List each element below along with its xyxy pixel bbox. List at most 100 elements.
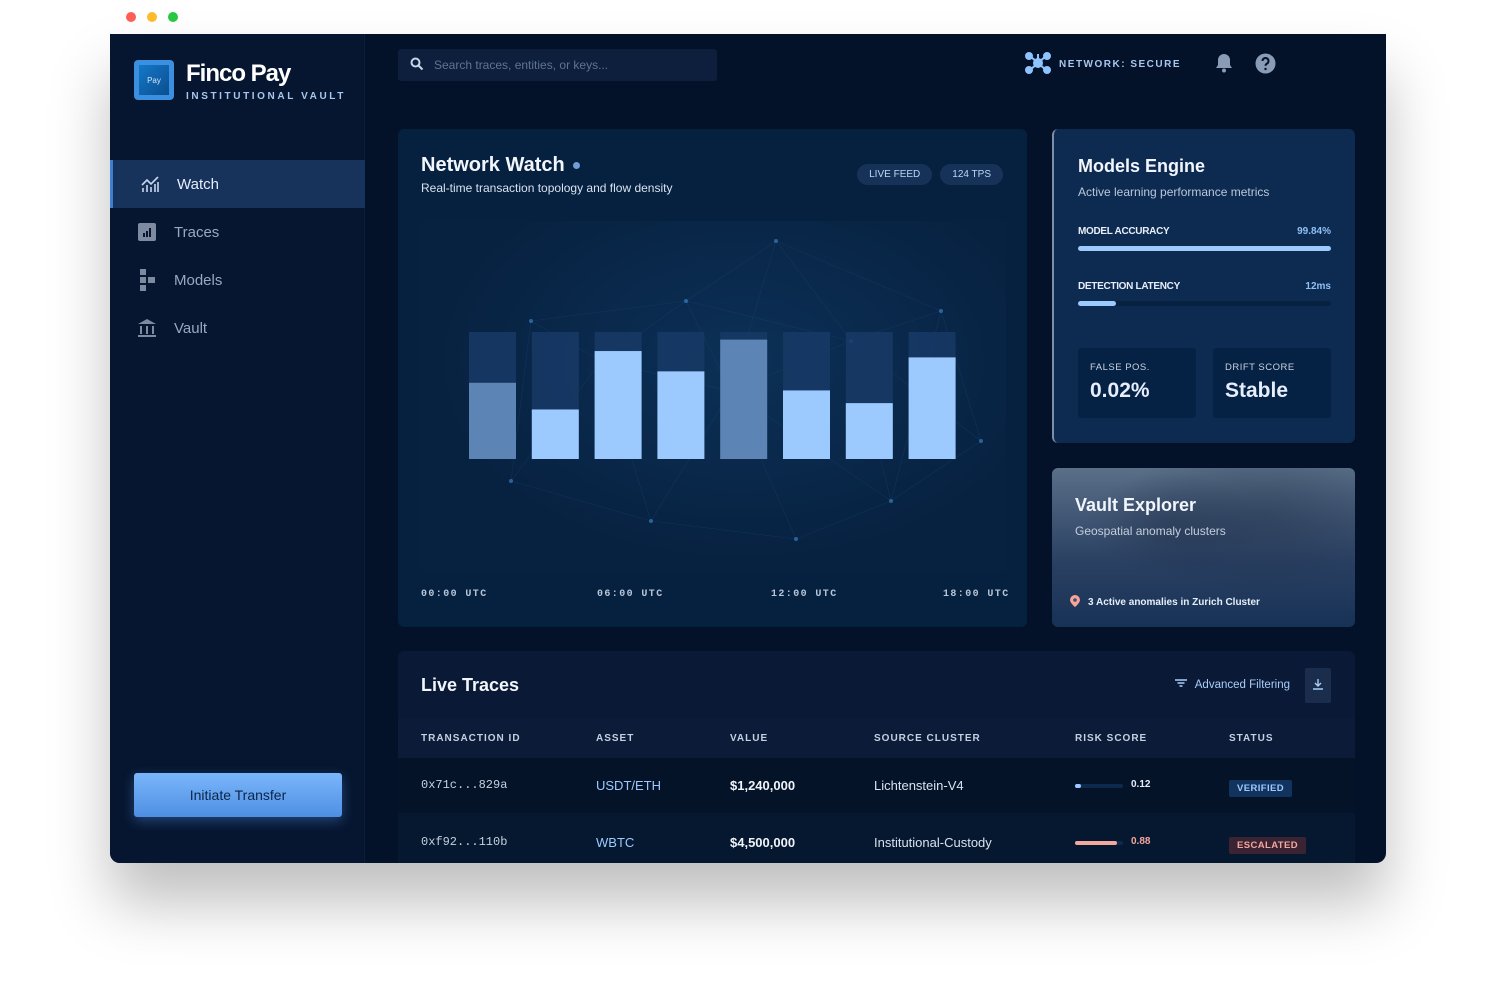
source-cluster: Institutional-Custody: [874, 835, 992, 850]
hierarchy-icon: [136, 269, 158, 291]
network-node: [774, 239, 778, 243]
bar[interactable]: [657, 371, 705, 459]
source-cluster: Lichtenstein-V4: [874, 778, 964, 793]
progress-track: [1078, 301, 1331, 306]
header-actions: NETWORK: SECURE: [1025, 52, 1276, 77]
drift-score-stat: DRIFT SCORE Stable: [1213, 348, 1331, 418]
vault-explorer-card[interactable]: Vault Explorer Geospatial anomaly cluste…: [1052, 468, 1355, 627]
column-header: SOURCE CLUSTER: [874, 733, 981, 744]
vault-explorer-subtitle: Geospatial anomaly clusters: [1075, 524, 1226, 538]
close-window-button[interactable]: [126, 12, 136, 22]
x-tick: 12:00 UTC: [771, 589, 838, 600]
advanced-filtering-button[interactable]: Advanced Filtering: [1174, 678, 1290, 691]
metric-value: 12ms: [1305, 281, 1331, 292]
table-row[interactable]: 0xf92...110b WBTC $4,500,000 Institution…: [398, 813, 1355, 863]
asset: USDT/ETH: [596, 778, 661, 793]
network-edge: [775, 240, 942, 312]
column-header: STATUS: [1229, 733, 1274, 744]
network-node: [979, 439, 983, 443]
metric-model-accuracy: MODEL ACCURACY 99.84%: [1078, 226, 1331, 251]
app-window: Pay Finco Pay INSTITUTIONAL VAULT Watch …: [110, 34, 1386, 863]
risk-score: 0.12: [1131, 779, 1151, 790]
column-header: TRANSACTION ID: [421, 733, 521, 744]
models-engine-card: Models Engine Active learning performanc…: [1052, 129, 1355, 443]
bar[interactable]: [908, 357, 956, 459]
network-topology-plot: [421, 221, 1006, 571]
sidebar-item-vault[interactable]: Vault: [110, 304, 365, 352]
bar[interactable]: [469, 382, 516, 459]
models-engine-subtitle: Active learning performance metrics: [1078, 185, 1270, 199]
network-edge: [890, 440, 982, 502]
filter-label: Advanced Filtering: [1194, 678, 1290, 691]
network-node: [649, 519, 653, 523]
initiate-transfer-button[interactable]: Initiate Transfer: [134, 773, 342, 817]
transaction-id: 0x71c...829a: [421, 778, 508, 792]
network-node: [684, 299, 688, 303]
network-watch-card: Network Watch Real-time transaction topo…: [398, 129, 1027, 627]
location-pin-icon: [1070, 595, 1080, 610]
table-row[interactable]: 0x71c...829a USDT/ETH $1,240,000 Lichten…: [398, 758, 1355, 813]
download-button[interactable]: [1305, 668, 1331, 703]
search-bar[interactable]: [398, 49, 717, 81]
sidebar-item-watch[interactable]: Watch: [110, 160, 365, 208]
status-badge: VERIFIED: [1229, 780, 1293, 797]
x-tick: 06:00 UTC: [597, 589, 664, 600]
network-watch-title: Network Watch: [421, 154, 565, 176]
network-status: NETWORK: SECURE: [1059, 59, 1181, 70]
search-input[interactable]: [434, 58, 694, 72]
network-edge: [795, 500, 892, 540]
sidebar-item-label: Vault: [174, 319, 208, 337]
false-positive-stat: FALSE POS. 0.02%: [1078, 348, 1196, 418]
bar[interactable]: [783, 390, 830, 459]
world-map-background: [1052, 468, 1355, 627]
network-node: [889, 499, 893, 503]
network-edge: [650, 520, 797, 540]
bar[interactable]: [845, 403, 893, 459]
tps-badge: 124 TPS: [940, 164, 1003, 185]
network-edge: [775, 240, 852, 342]
bar[interactable]: [531, 409, 579, 459]
stat-label: DRIFT SCORE: [1225, 362, 1295, 373]
help-icon[interactable]: [1255, 53, 1276, 77]
bell-icon[interactable]: [1215, 53, 1233, 76]
sidebar-item-traces[interactable]: Traces: [110, 208, 365, 256]
logo-mark: Pay: [139, 65, 169, 95]
risk-fill: [1075, 784, 1081, 788]
risk-fill: [1075, 841, 1118, 845]
live-traces-title: Live Traces: [421, 675, 520, 695]
live-indicator-dot: [572, 162, 580, 169]
progress-track: [1078, 246, 1331, 251]
brand-name: Finco Pay: [186, 60, 291, 87]
sidebar-item-label: Traces: [174, 223, 220, 241]
asset: WBTC: [596, 835, 635, 850]
network-edge: [530, 300, 687, 322]
brand-subtitle: INSTITUTIONAL VAULT: [186, 91, 346, 102]
bar[interactable]: [720, 339, 768, 459]
network-edge: [685, 240, 777, 302]
sidebar-item-label: Models: [174, 271, 223, 289]
maximize-window-button[interactable]: [168, 12, 178, 22]
download-icon: [1313, 677, 1323, 695]
sidebar-item-models[interactable]: Models: [110, 256, 365, 304]
bar-chart-icon: [136, 223, 158, 241]
network-node: [794, 537, 798, 541]
progress-fill: [1078, 246, 1331, 251]
bar[interactable]: [594, 351, 642, 459]
risk-bar: [1075, 784, 1123, 788]
bank-icon: [136, 318, 158, 338]
models-engine-title: Models Engine: [1078, 156, 1206, 176]
column-header: RISK SCORE: [1075, 733, 1148, 744]
x-tick: 00:00 UTC: [421, 589, 488, 600]
logo: Pay: [134, 60, 174, 100]
metric-label: MODEL ACCURACY: [1078, 226, 1170, 237]
minimize-window-button[interactable]: [147, 12, 157, 22]
filter-icon: [1174, 678, 1187, 691]
risk-score: 0.88: [1131, 836, 1151, 847]
network-node: [509, 479, 513, 483]
flow-density-chart: [469, 239, 983, 541]
anomaly-alert: 3 Active anomalies in Zurich Cluster: [1088, 597, 1260, 608]
network-edge: [510, 480, 652, 522]
metric-label: DETECTION LATENCY: [1078, 281, 1180, 292]
stat-label: FALSE POS.: [1090, 362, 1150, 373]
metric-value: 99.84%: [1297, 226, 1331, 237]
